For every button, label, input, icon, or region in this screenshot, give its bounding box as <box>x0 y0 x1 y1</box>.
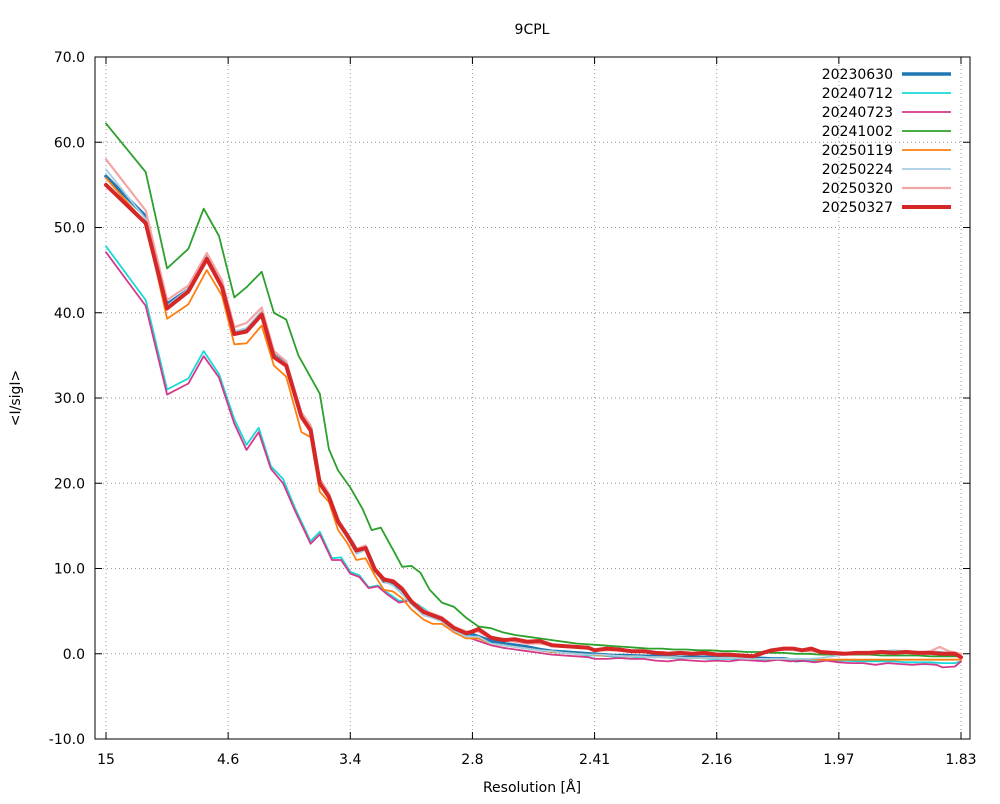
series-line-20240723 <box>105 251 962 669</box>
y-tick-label: 0.0 <box>63 647 85 663</box>
x-tick-label: 2.16 <box>701 752 732 768</box>
legend-label: 20250320 <box>822 181 893 197</box>
x-tick-label: 3.4 <box>339 752 361 768</box>
y-tick-label: 20.0 <box>54 476 85 492</box>
x-tick-label: 4.6 <box>217 752 239 768</box>
series-line-20250320 <box>104 158 963 658</box>
legend-label: 20250327 <box>822 200 893 216</box>
y-axis-label: <I/sigI> <box>8 370 24 427</box>
x-axis-label: Resolution [Å] <box>483 779 581 796</box>
x-tick-label: 2.8 <box>461 752 483 768</box>
legend-label: 20240723 <box>822 105 893 121</box>
y-tick-label: 10.0 <box>54 562 85 578</box>
y-tick-label: 50.0 <box>54 221 85 237</box>
y-tick-label: 40.0 <box>54 306 85 322</box>
series-line-20230630 <box>104 174 811 663</box>
x-tick-label: 15 <box>97 752 115 768</box>
axis-ticks: -10.0 0.0 10.0 20.0 30.0 40.0 50.0 60.0 70.0 15 4.… <box>49 50 977 768</box>
y-tick-label: 60.0 <box>54 135 85 151</box>
grid <box>95 57 970 739</box>
legend-label: 20250119 <box>822 143 893 159</box>
series-lines <box>104 122 963 669</box>
x-tick-label: 1.97 <box>823 752 854 768</box>
x-tick-label: 1.83 <box>945 752 976 768</box>
y-tick-label: -10.0 <box>49 732 85 748</box>
chart-title: 9CPL <box>515 22 550 38</box>
series-line-20240712 <box>105 245 962 664</box>
legend: 20230630 20240712 20240723 20241002 20250119… <box>822 67 951 216</box>
y-tick-label: 30.0 <box>54 391 85 407</box>
series-line-20250327 <box>104 182 963 660</box>
x-tick-label: 2.41 <box>579 752 610 768</box>
legend-label: 20230630 <box>822 67 893 83</box>
legend-label: 20250224 <box>822 162 893 178</box>
y-tick-label: 70.0 <box>54 50 85 66</box>
legend-label: 20241002 <box>822 124 893 140</box>
legend-label: 20240712 <box>822 86 893 102</box>
series-line-20250224 <box>105 168 962 660</box>
